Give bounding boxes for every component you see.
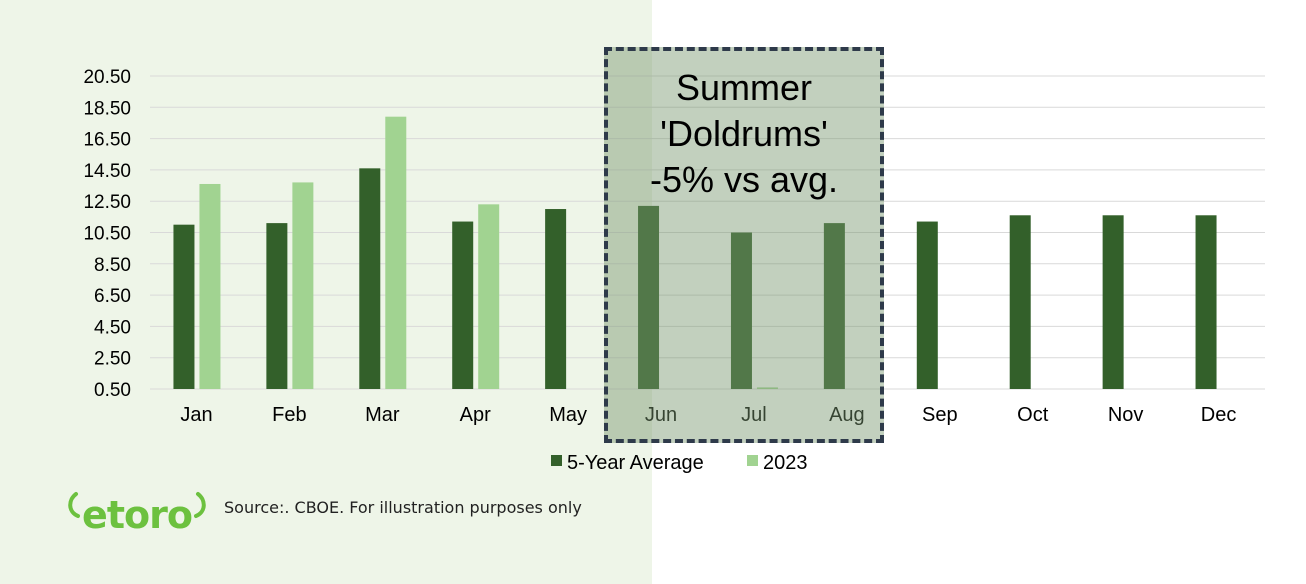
left-panel-background [0, 0, 652, 584]
legend-swatch [747, 455, 758, 466]
x-tick-label: Jul [741, 404, 767, 426]
bar-2023-mar [385, 116, 407, 389]
callout-line: Summer [675, 67, 813, 108]
bar-5yr-avg-mar [359, 168, 381, 389]
x-tick-label: May [549, 404, 587, 426]
bar-5yr-avg-dec [1195, 215, 1217, 389]
bar-5yr-avg-apr [452, 221, 474, 389]
x-tick-label: Jun [645, 404, 677, 426]
y-tick-label: 14.50 [83, 161, 131, 182]
etoro-logo: etoro [68, 492, 206, 536]
y-tick-label: 12.50 [83, 192, 131, 213]
bar-2023-apr [478, 204, 500, 389]
y-tick-label: 4.50 [94, 317, 131, 338]
bar-5yr-avg-jul [730, 232, 752, 389]
callout-line: -5% vs avg. [649, 159, 839, 200]
bar-2023-feb [292, 182, 314, 389]
bar-5yr-avg-jun [638, 205, 660, 389]
x-tick-label: Aug [829, 404, 865, 426]
x-tick-label: Sep [922, 404, 958, 426]
bar-5yr-avg-nov [1102, 215, 1124, 389]
gridlines [150, 75, 1265, 390]
x-axis-labels: Jan Feb Mar Apr May Jun Jul Aug Sep Oct Nov Dec [180, 404, 1236, 426]
x-tick-label: Jan [180, 404, 212, 426]
logo-text: etoro [82, 493, 192, 536]
y-tick-label: 16.50 [83, 130, 131, 151]
x-tick-label: Apr [460, 404, 491, 426]
callout-text: Summer 'Doldrums' -5% vs avg. [608, 65, 880, 203]
bar-5yr-avg-feb [266, 223, 288, 389]
y-axis-ticks: 0.50 2.50 4.50 6.50 8.50 10.50 12.50 14.50 16.50… [83, 67, 131, 401]
callout-line: 'Doldrums' [660, 113, 828, 154]
x-tick-label: Dec [1201, 404, 1237, 426]
legend-label: 5-Year Average [567, 452, 704, 474]
bar-5yr-avg-may [545, 209, 567, 389]
bar-5yr-avg-sep [916, 221, 938, 389]
x-tick-label: Nov [1108, 404, 1144, 426]
legend-label: 2023 [763, 452, 808, 474]
x-tick-label: Oct [1017, 404, 1049, 426]
y-tick-label: 18.50 [83, 98, 131, 119]
y-tick-label: 20.50 [83, 67, 131, 88]
y-tick-label: 6.50 [94, 286, 131, 307]
bar-2023-jan [199, 183, 221, 389]
legend-swatch [551, 455, 562, 466]
x-tick-label: Feb [272, 404, 306, 426]
bars [173, 116, 1217, 389]
bar-2023-jul [756, 387, 778, 389]
y-tick-label: 8.50 [94, 255, 131, 276]
bar-5yr-avg-oct [1009, 215, 1031, 389]
summer-doldrums-callout: Summer 'Doldrums' -5% vs avg. [604, 47, 884, 443]
bar-5yr-avg-aug [823, 223, 845, 389]
bar-5yr-avg-jan [173, 224, 195, 389]
y-tick-label: 2.50 [94, 349, 131, 370]
y-tick-label: 10.50 [83, 224, 131, 245]
y-tick-label: 0.50 [94, 380, 131, 401]
x-tick-label: Mar [365, 404, 400, 426]
source-note: Source:. CBOE. For illustration purposes… [224, 498, 582, 517]
legend: 5-Year Average 2023 [551, 452, 808, 474]
